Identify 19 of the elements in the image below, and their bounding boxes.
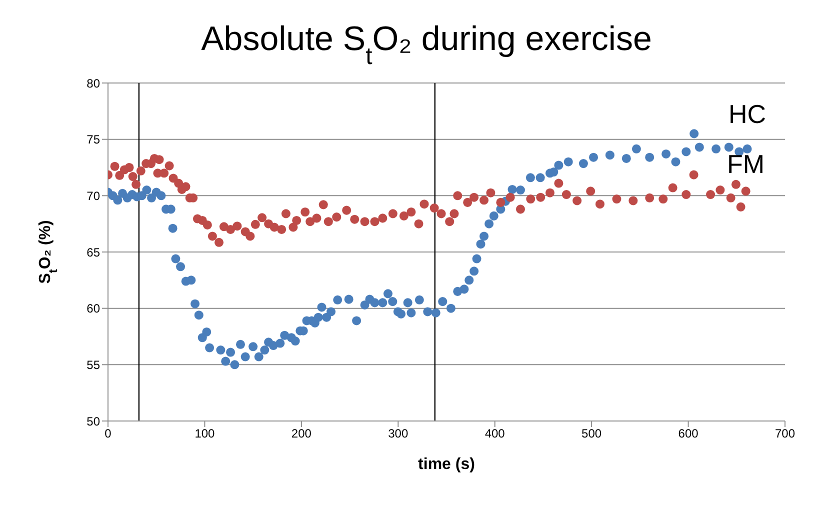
y-tick-label: 75 xyxy=(86,132,100,147)
x-tick-label: 100 xyxy=(194,426,216,441)
x-tick-label: 600 xyxy=(678,426,699,441)
y-tick-label: 70 xyxy=(86,188,100,203)
y-tick-label: 55 xyxy=(86,358,100,372)
series-label: HC xyxy=(728,98,766,129)
y-tick-label: 80 xyxy=(86,76,100,90)
x-tick-label: 200 xyxy=(291,426,312,441)
x-tick-label: 400 xyxy=(484,426,506,441)
x-tick-label: 500 xyxy=(582,426,602,441)
x-tick-label: 300 xyxy=(388,426,408,441)
x-tick-label: 0 xyxy=(104,426,112,441)
x-axis-title: time (s) xyxy=(418,456,475,473)
series-label: FM xyxy=(727,149,765,180)
chart-title: Absolute S$_{t}$O₂ during exercise xyxy=(201,20,652,70)
x-tick-label: 700 xyxy=(774,426,796,441)
y-tick-label: 65 xyxy=(86,245,100,260)
y-tick-label: 50 xyxy=(86,414,100,428)
y-tick-label: 60 xyxy=(86,302,100,316)
